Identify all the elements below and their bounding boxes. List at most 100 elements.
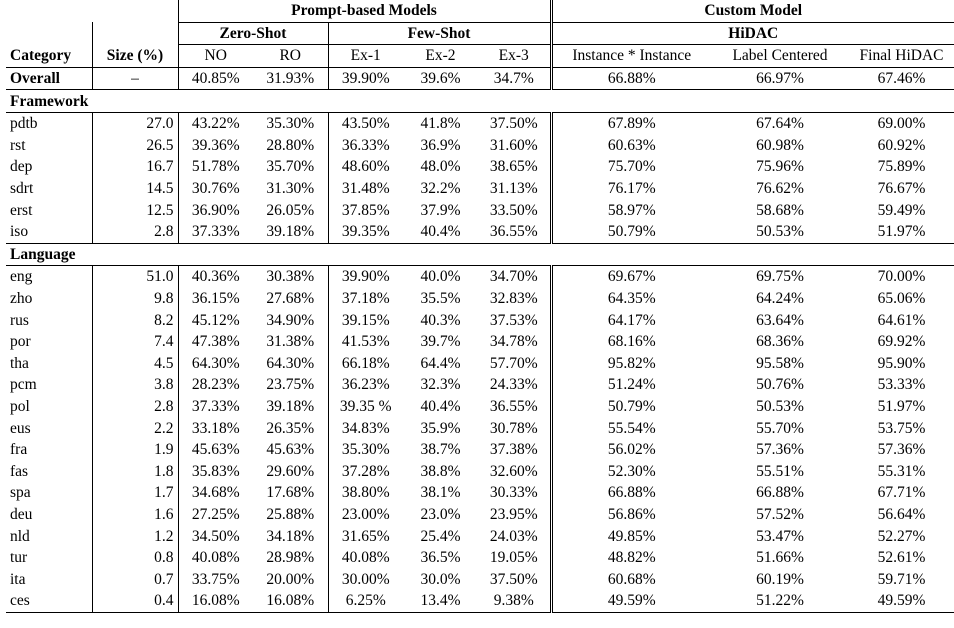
row-category: spa: [10, 484, 31, 502]
table-row: rus 8.2 45.12% 34.90% 39.15% 40.3% 37.53% 64.17…: [6, 309, 954, 331]
row-category: pcm: [10, 376, 37, 394]
cell: 26.05%: [266, 201, 315, 219]
row-size: 0.4: [91, 590, 178, 613]
cell: 32.83%: [489, 290, 538, 308]
cell: 9.38%: [493, 592, 534, 610]
cell: 41.53%: [327, 330, 403, 353]
cell: 38.1%: [420, 484, 461, 502]
table-row: spa 1.7 34.68% 17.68% 38.80% 38.1% 30.33% 66.88…: [6, 482, 954, 504]
row-size: 27.0: [91, 112, 178, 135]
row-size: 1.9: [91, 438, 178, 461]
size-header: Size (%): [91, 44, 178, 68]
row-category: iso: [10, 223, 29, 241]
cell: 23.95%: [489, 505, 538, 523]
table-row: por 7.4 47.38% 31.38% 41.53% 39.7% 34.78% 68.16…: [6, 330, 954, 353]
hidac-header: HiDAC: [549, 22, 954, 46]
cell: 40.4%: [420, 223, 461, 241]
cell: 28.98%: [266, 549, 315, 567]
cell: 30.38%: [266, 268, 315, 286]
cell: 37.50%: [489, 115, 538, 133]
cell: 48.60%: [327, 156, 403, 178]
col-header: Ex-3: [498, 47, 529, 65]
row-category: rst: [10, 136, 26, 154]
cell: 13.4%: [420, 592, 461, 610]
cell: 40.4%: [420, 397, 461, 415]
cell: 50.53%: [756, 397, 804, 415]
cell: 30.76%: [177, 177, 253, 200]
row-size: 7.4: [91, 330, 178, 353]
table-row: fas 1.8 35.83% 29.60% 37.28% 38.8% 32.60% 52.30…: [6, 460, 954, 483]
cell: 37.9%: [420, 201, 461, 219]
row-category: ita: [10, 570, 26, 588]
cell: 20.00%: [266, 570, 315, 588]
prompt-group-header: Prompt-based Models: [177, 0, 551, 23]
cell: 50.53%: [756, 223, 804, 241]
cell: 60.68%: [549, 568, 711, 591]
cell: 57.52%: [756, 505, 804, 523]
row-category: sdrt: [10, 180, 34, 198]
row-category: tur: [10, 549, 28, 567]
cell: 40.0%: [420, 268, 461, 286]
cell: 50.79%: [549, 220, 711, 244]
cell: 33.75%: [177, 568, 253, 591]
cell: 38.8%: [420, 462, 461, 480]
row-size: 14.5: [91, 177, 178, 200]
cell: 35.9%: [420, 419, 461, 437]
table-row: ita 0.7 33.75% 20.00% 30.00% 30.0% 37.50% 60.68…: [6, 568, 954, 591]
cell: 39.18%: [266, 397, 315, 415]
cell: 48.0%: [420, 158, 461, 176]
table-row: eng 51.0 40.36% 30.38% 39.90% 40.0% 34.70% 69.6…: [6, 265, 954, 288]
overall-row: Overall – 40.85% 31.93% 39.90% 39.6% 34.…: [6, 67, 954, 90]
cell: 39.90%: [327, 67, 403, 90]
col-header: Final HiDAC: [859, 47, 944, 65]
cell: 66.88%: [549, 67, 711, 90]
cell: 75.89%: [877, 158, 926, 176]
row-category: Overall: [10, 70, 60, 88]
cell: 57.36%: [756, 441, 804, 459]
cell: 39.15%: [327, 309, 403, 331]
cell: 39.36%: [177, 134, 253, 157]
cell: 51.24%: [549, 374, 711, 396]
row-size: 0.7: [91, 568, 178, 591]
row-size: 3.8: [91, 374, 178, 396]
cell: 69.75%: [756, 268, 804, 286]
cell: 67.46%: [877, 70, 926, 88]
cell: 36.15%: [177, 287, 253, 310]
cell: 95.82%: [549, 352, 711, 375]
zero-shot-header: Zero-Shot: [177, 22, 328, 46]
cell: 17.68%: [266, 484, 315, 502]
cell: 49.59%: [549, 590, 711, 613]
cell: 70.00%: [877, 268, 926, 286]
cell: 53.47%: [756, 527, 804, 545]
cell: 37.33%: [177, 220, 253, 244]
table-row: rst 26.5 39.36% 28.80% 36.33% 36.9% 31.60% 60.6…: [6, 134, 954, 157]
cell: 56.64%: [877, 505, 926, 523]
cell: 41.8%: [420, 115, 461, 133]
cell: 55.31%: [877, 462, 926, 480]
cell: 55.51%: [756, 462, 804, 480]
table-body: Overall – 40.85% 31.93% 39.90% 39.6% 34.…: [6, 67, 954, 613]
cell: 38.80%: [327, 482, 403, 504]
cell: 31.60%: [489, 136, 538, 154]
col-header: Ex-2: [425, 47, 456, 65]
cell: 55.54%: [549, 417, 711, 439]
col-header: RO: [279, 47, 302, 65]
cell: 60.98%: [756, 136, 804, 154]
row-size: –: [91, 67, 178, 90]
cell: 64.24%: [756, 290, 804, 308]
cell: 36.9%: [420, 136, 461, 154]
cell: 64.4%: [420, 354, 461, 372]
cell: 76.62%: [756, 180, 804, 198]
cell: 43.22%: [177, 112, 253, 135]
cell: 39.7%: [420, 333, 461, 351]
cell: 28.23%: [177, 374, 253, 396]
header-row-1: Prompt-based Models Custom Model: [6, 0, 954, 23]
cell: 67.71%: [877, 484, 926, 502]
cell: 37.85%: [327, 199, 403, 221]
table-row: nld 1.2 34.50% 34.18% 31.65% 25.4% 24.03% 49.85…: [6, 525, 954, 547]
section-title: Framework: [10, 92, 89, 110]
cell: 51.97%: [877, 223, 926, 241]
cell: 55.70%: [756, 419, 804, 437]
table-row: iso 2.8 37.33% 39.18% 39.35% 40.4% 36.55% 50.79…: [6, 220, 954, 244]
cell: 43.50%: [327, 112, 403, 135]
